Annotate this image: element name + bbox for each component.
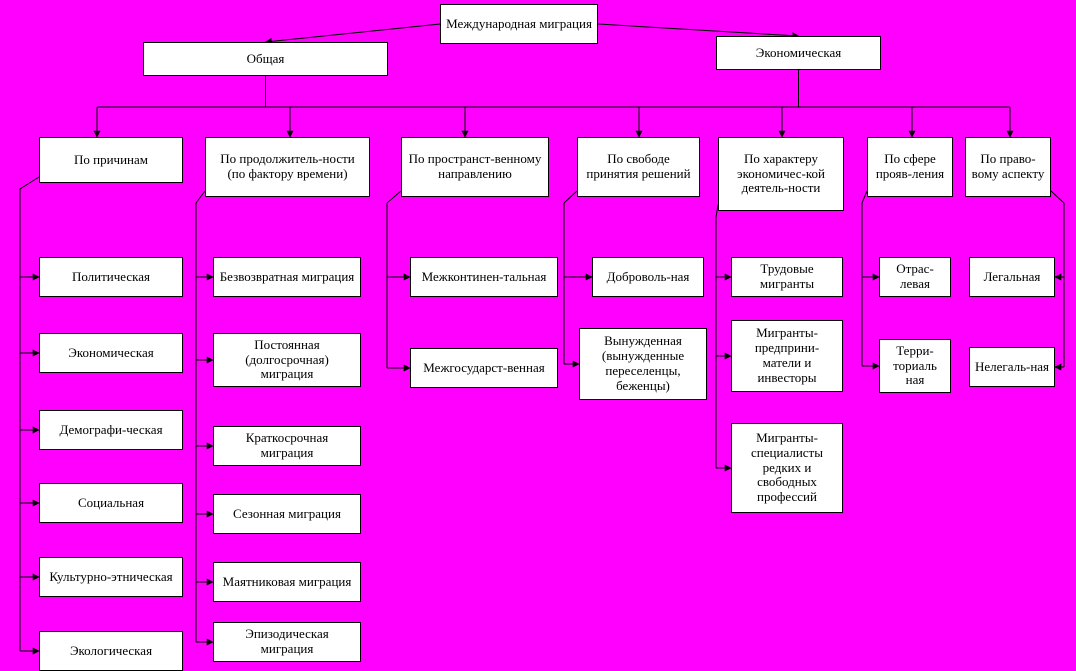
node-c4a: Доброволь-ная bbox=[592, 257, 704, 297]
node-c2a: Безвозвратная миграция bbox=[213, 257, 361, 297]
node-c4b: Вынужденная (вынужденные переселенцы, бе… bbox=[579, 328, 707, 400]
node-c5c: Мигранты-специалисты редких и свободных … bbox=[731, 423, 843, 513]
node-c7b: Нелегаль-ная bbox=[969, 347, 1055, 387]
node-c2d: Сезонная миграция bbox=[213, 494, 361, 534]
node-c1a: Политическая bbox=[39, 257, 183, 297]
node-c2b: Постоянная (долгосрочная) миграция bbox=[213, 333, 361, 387]
node-c3b: Межгосударст-венная bbox=[410, 348, 558, 388]
node-c1b: Экономическая bbox=[39, 333, 183, 373]
node-c5: По характеру экономичес-кой деятель-ност… bbox=[718, 137, 844, 211]
node-c1d: Социальная bbox=[39, 483, 183, 523]
node-c2c: Краткосрочная миграция bbox=[213, 426, 361, 466]
node-c6: По сфере прояв-ления bbox=[867, 137, 953, 197]
node-c4: По свободе принятия решений bbox=[577, 137, 700, 197]
node-c1c: Демографи-ческая bbox=[39, 410, 183, 450]
node-c7a: Легальная bbox=[969, 257, 1055, 297]
node-c2f: Эпизодическая миграция bbox=[213, 622, 361, 662]
node-c7: По право-вому аспекту bbox=[965, 137, 1051, 197]
node-c2e: Маятниковая миграция bbox=[213, 562, 361, 602]
node-c6a: Отрас-левая bbox=[879, 257, 951, 297]
node-c2: По продолжитель-ности (по фактору времен… bbox=[205, 137, 370, 197]
node-c3a: Межконтинен-тальная bbox=[410, 257, 558, 297]
node-nB: Экономическая bbox=[716, 36, 881, 70]
node-nA: Общая bbox=[143, 42, 388, 76]
node-c5b: Мигранты-предприни-матели и инвесторы bbox=[731, 320, 843, 392]
node-c3: По пространст-венному направлению bbox=[401, 137, 549, 197]
node-c6b: Терри-ториаль ная bbox=[879, 339, 951, 393]
node-c1: По причинам bbox=[39, 137, 183, 183]
node-root: Международная миграция bbox=[440, 4, 598, 44]
node-c1e: Культурно-этническая bbox=[39, 557, 183, 597]
node-c5a: Трудовые мигранты bbox=[731, 257, 843, 297]
node-c1f: Экологическая bbox=[39, 631, 183, 671]
